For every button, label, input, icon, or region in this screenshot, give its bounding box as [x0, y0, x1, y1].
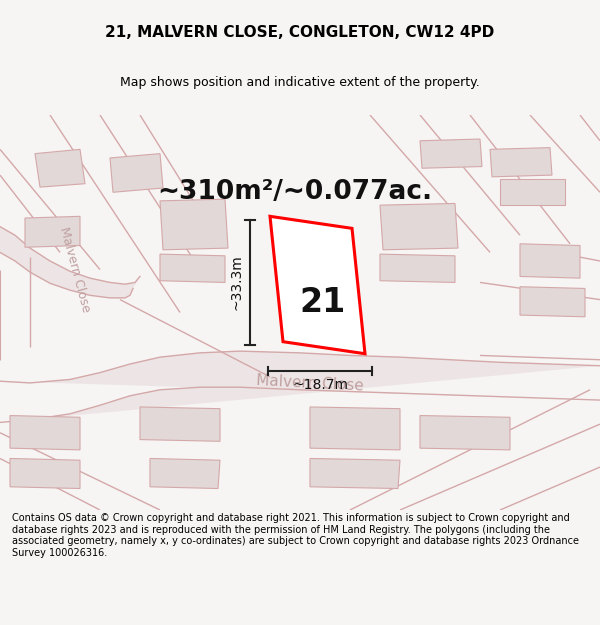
Text: Map shows position and indicative extent of the property.: Map shows position and indicative extent… [120, 76, 480, 89]
Polygon shape [380, 204, 458, 250]
Polygon shape [10, 459, 80, 489]
Polygon shape [270, 216, 365, 354]
Text: ~18.7m: ~18.7m [292, 378, 348, 392]
Polygon shape [160, 199, 228, 250]
Polygon shape [420, 416, 510, 450]
Text: ~33.3m: ~33.3m [229, 254, 243, 311]
Text: Contains OS data © Crown copyright and database right 2021. This information is : Contains OS data © Crown copyright and d… [12, 513, 579, 558]
Polygon shape [310, 459, 400, 489]
Text: 21, MALVERN CLOSE, CONGLETON, CW12 4PD: 21, MALVERN CLOSE, CONGLETON, CW12 4PD [106, 25, 494, 40]
Polygon shape [520, 287, 585, 317]
Polygon shape [380, 254, 455, 282]
Polygon shape [160, 254, 225, 282]
Text: Malvern Close: Malvern Close [58, 226, 92, 314]
Polygon shape [10, 416, 80, 450]
Text: 21: 21 [299, 286, 346, 319]
Polygon shape [490, 148, 552, 177]
Polygon shape [140, 407, 220, 441]
Text: Malvern Close: Malvern Close [256, 372, 364, 393]
Polygon shape [0, 227, 140, 298]
Polygon shape [310, 407, 400, 450]
Polygon shape [25, 216, 80, 248]
Polygon shape [110, 154, 163, 192]
Polygon shape [35, 149, 85, 187]
Polygon shape [520, 244, 580, 278]
Polygon shape [0, 351, 600, 423]
Text: ~310m²/~0.077ac.: ~310m²/~0.077ac. [157, 179, 433, 205]
Polygon shape [500, 179, 565, 205]
Polygon shape [150, 459, 220, 489]
Polygon shape [420, 139, 482, 168]
